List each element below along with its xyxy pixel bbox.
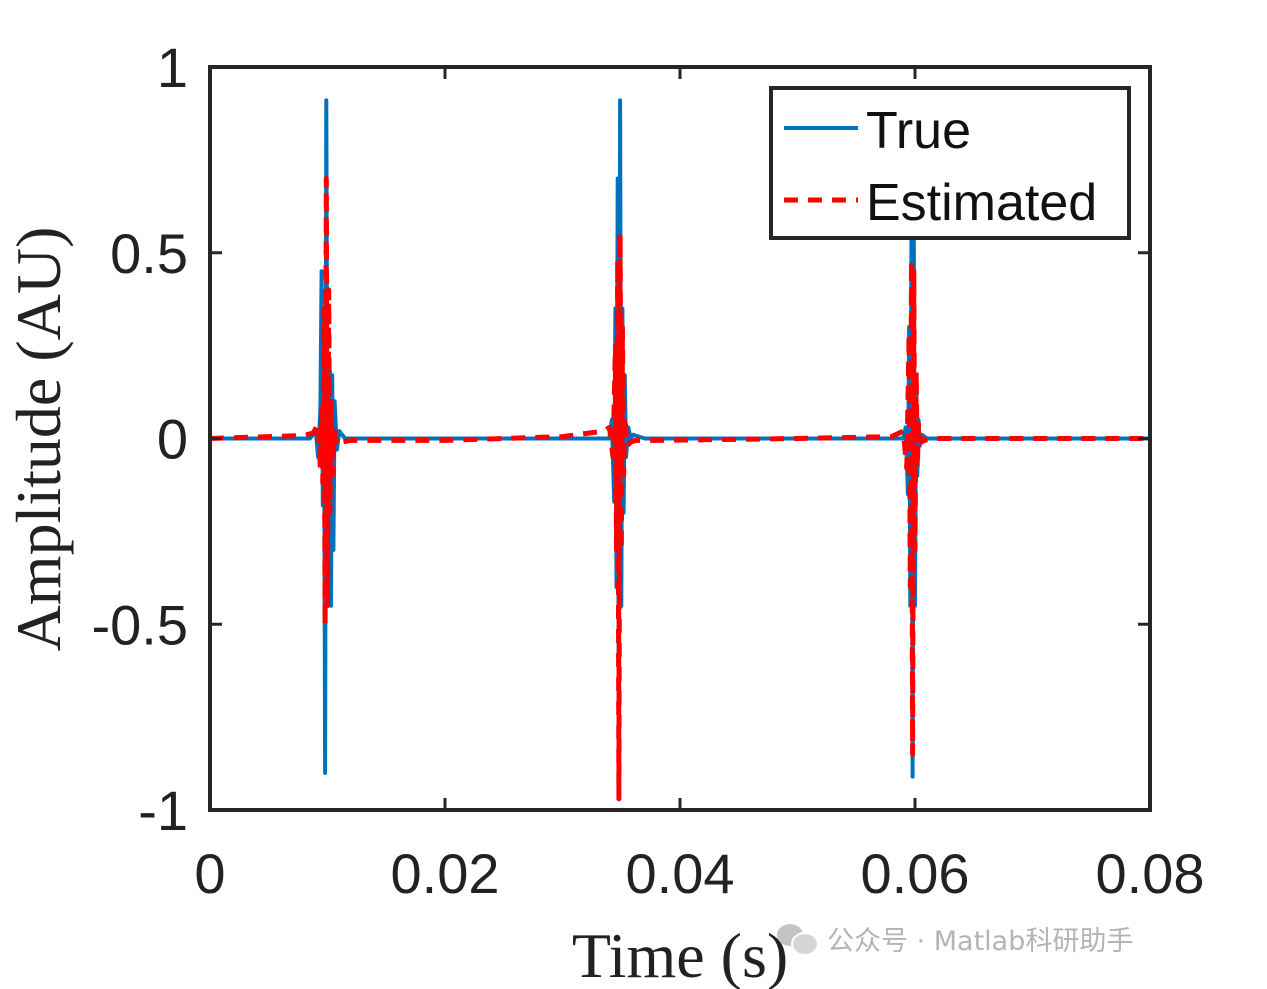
- legend-label-estimated: Estimated: [866, 174, 1097, 232]
- y-tick-label: 1: [157, 36, 188, 99]
- x-axis-ticks: 0 0.02 0.04 0.06 0.08: [194, 67, 1205, 905]
- legend-box: [769, 86, 1131, 240]
- series-line-estimated: [210, 176, 1150, 802]
- x-tick-label: 0.02: [391, 842, 500, 905]
- x-axis-label: Time (s): [572, 920, 788, 989]
- x-tick-label: 0: [194, 842, 225, 905]
- y-tick-label: 0: [157, 408, 188, 471]
- x-tick-label: 0.06: [861, 842, 970, 905]
- x-tick-label: 0.08: [1096, 842, 1205, 905]
- y-tick-label: 0.5: [110, 222, 188, 285]
- x-tick-label: 0.04: [626, 842, 735, 905]
- wechat-icon: [775, 920, 819, 956]
- legend-label-true: True: [866, 102, 971, 160]
- legend: True Estimated: [769, 86, 1131, 240]
- y-tick-label: -1: [138, 779, 188, 842]
- watermark: 公众号 · Matlab科研助手: [775, 918, 1133, 958]
- y-tick-label: -0.5: [92, 593, 189, 656]
- y-axis-ticks: -1 -0.5 0 0.5 1: [92, 36, 1150, 842]
- y-axis-label: Amplitude (AU): [3, 227, 74, 652]
- watermark-text: 公众号 · Matlab科研助手: [827, 925, 1134, 957]
